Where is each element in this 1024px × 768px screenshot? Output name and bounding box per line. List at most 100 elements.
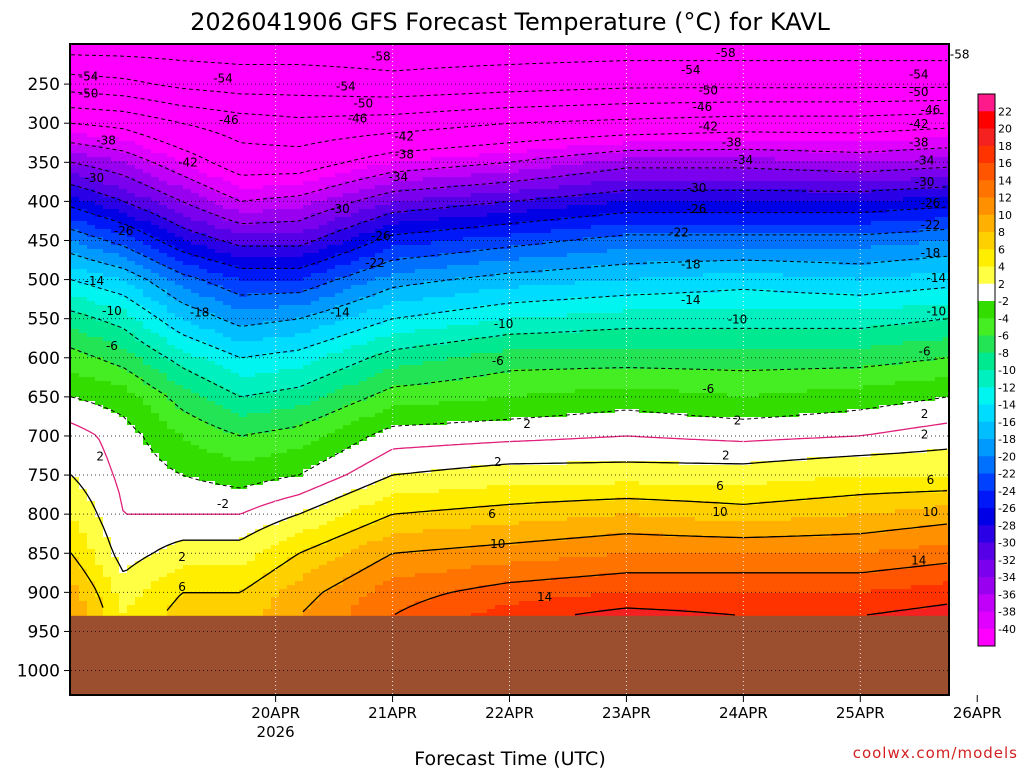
field-cell-2605 — [215, 169, 224, 174]
field-cell-1887 — [175, 157, 184, 162]
field-cell-3828 — [279, 485, 288, 490]
field-cell-2214 — [191, 321, 200, 326]
field-cell-3480 — [263, 237, 272, 242]
field-cell-2881 — [231, 129, 240, 134]
field-cell-634 — [103, 293, 112, 298]
field-cell-4889 — [343, 153, 352, 158]
field-cell-3928 — [287, 313, 296, 318]
field-cell-3882 — [287, 129, 296, 134]
field-cell-181 — [79, 197, 88, 202]
field-cell-4216 — [303, 321, 312, 326]
field-cell-3569 — [263, 593, 272, 598]
field-cell-1263 — [135, 521, 144, 526]
field-cell-3470 — [263, 197, 272, 202]
field-cell-3907 — [287, 229, 296, 234]
field-cell-4652 — [327, 349, 336, 354]
field-cell-2388 — [199, 445, 208, 450]
field-cell-3188 — [247, 213, 256, 218]
field-cell-173 — [79, 165, 88, 170]
field-cell-3378 — [255, 401, 264, 406]
field-cell-1813 — [167, 433, 176, 438]
field-cell-4035 — [295, 169, 304, 174]
field-cell-4905 — [343, 217, 352, 222]
field-cell-1301 — [143, 101, 152, 106]
field-cell-2825 — [223, 477, 232, 482]
field-cell-3685 — [271, 485, 280, 490]
field-cell-853 — [111, 597, 120, 602]
field-cell-3160 — [247, 101, 256, 106]
field-cell-4421 — [311, 569, 320, 574]
field-cell-4616 — [327, 205, 336, 210]
field-cell-4628 — [327, 253, 336, 258]
field-cell-2582 — [215, 77, 224, 82]
field-cell-1654 — [159, 369, 168, 374]
field-cell-3005 — [239, 53, 248, 58]
field-cell-1339 — [143, 253, 152, 258]
field-cell-1873 — [175, 101, 184, 106]
field-cell-1803 — [167, 393, 176, 398]
field-cell-3914 — [287, 257, 296, 262]
field-cell-178 — [79, 185, 88, 190]
field-cell-3246 — [247, 445, 256, 450]
field-cell-3375 — [255, 389, 264, 394]
field-cell-1672 — [159, 441, 168, 446]
field-cell-4928 — [343, 309, 352, 314]
field-cell-546 — [95, 513, 104, 518]
field-cell-2847 — [223, 565, 232, 570]
field-cell-4803 — [335, 381, 344, 386]
field-cell-2485 — [207, 261, 216, 266]
field-cell-4430 — [311, 605, 320, 610]
field-cell-4229 — [303, 373, 312, 378]
field-cell-3357 — [255, 317, 264, 322]
field-cell-4167 — [303, 125, 312, 130]
field-cell-3865 — [287, 61, 296, 66]
field-cell-3281 — [247, 585, 256, 590]
field-cell-4961 — [343, 441, 352, 446]
field-cell-3743 — [279, 145, 288, 150]
field-cell-627 — [103, 265, 112, 270]
field-cell-2102 — [183, 445, 192, 450]
field-cell-1433 — [151, 57, 160, 62]
field-cell-1912 — [175, 257, 184, 262]
field-cell-4933 — [343, 329, 352, 334]
field-cell-3666 — [271, 409, 280, 414]
field-cell-4775 — [335, 269, 344, 274]
field-cell-3821 — [279, 457, 288, 462]
field-cell-4129 — [295, 545, 304, 550]
field-cell-1243 — [135, 441, 144, 446]
field-cell-3153 — [247, 73, 256, 78]
field-cell-3863 — [287, 53, 296, 58]
field-cell-3795 — [279, 353, 288, 358]
field-cell-4658 — [327, 373, 336, 378]
field-cell-450 — [95, 129, 104, 134]
field-cell-3989 — [287, 557, 296, 562]
field-cell-2202 — [191, 273, 200, 278]
field-cell-1142 — [127, 609, 136, 614]
field-cell-3778 — [279, 285, 288, 290]
field-cell-2887 — [231, 153, 240, 158]
field-cell-2771 — [223, 261, 232, 266]
field-cell-2708 — [215, 581, 224, 586]
field-cell-4589 — [327, 97, 336, 102]
field-cell-1819 — [167, 457, 176, 462]
field-cell-3635 — [271, 285, 280, 290]
field-cell-4140 — [295, 589, 304, 594]
field-cell-3252 — [247, 469, 256, 474]
field-cell-2081 — [183, 361, 192, 366]
field-cell-2860 — [231, 45, 240, 50]
field-cell-3790 — [279, 333, 288, 338]
field-cell-3593 — [271, 117, 280, 122]
field-cell-769 — [111, 261, 120, 266]
field-cell-2293 — [199, 65, 208, 70]
field-cell-439 — [95, 85, 104, 90]
field-cell-2089 — [183, 393, 192, 398]
field-cell-1227 — [135, 377, 144, 382]
field-cell-129 — [71, 561, 80, 566]
field-cell-3504 — [263, 333, 272, 338]
field-cell-3380 — [255, 409, 264, 414]
field-cell-2160 — [191, 105, 200, 110]
field-cell-771 — [111, 269, 120, 274]
field-cell-1304 — [143, 113, 152, 118]
field-cell-941 — [119, 377, 128, 382]
field-cell-3179 — [247, 177, 256, 182]
